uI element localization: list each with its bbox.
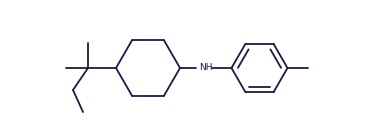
Text: NH: NH xyxy=(199,64,213,72)
